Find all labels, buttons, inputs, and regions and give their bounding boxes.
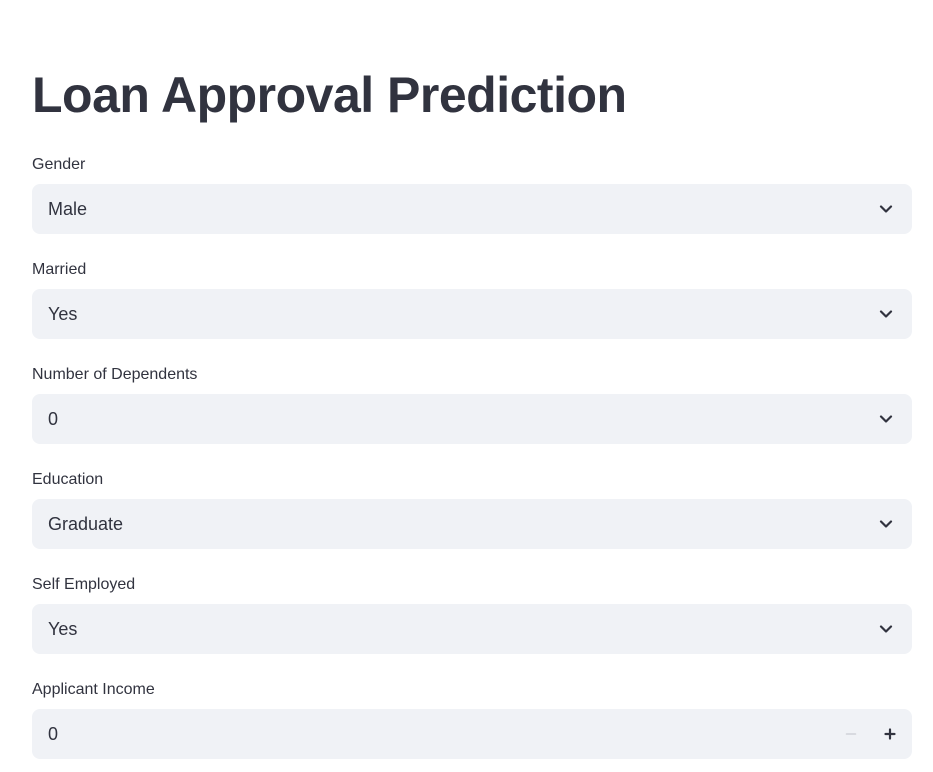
dependents-select[interactable]: 0 — [32, 394, 912, 444]
minus-icon — [845, 733, 857, 735]
married-select[interactable]: Yes — [32, 289, 912, 339]
education-label: Education — [32, 471, 104, 488]
plus-icon — [884, 728, 896, 740]
chevron-down-icon — [876, 619, 896, 639]
applicant-income-field: Applicant Income 0 — [32, 680, 912, 759]
married-selected-value: Yes — [48, 304, 78, 324]
gender-label: Gender — [32, 156, 86, 173]
gender-field: Gender Male — [32, 155, 912, 234]
chevron-down-icon — [876, 514, 896, 534]
applicant-income-value[interactable]: 0 — [48, 724, 59, 744]
education-field: Education Graduate — [32, 470, 912, 549]
gender-selected-value: Male — [48, 199, 88, 219]
dependents-selected-value: 0 — [48, 409, 59, 429]
increment-button[interactable] — [875, 719, 905, 749]
dependents-label: Number of Dependents — [32, 366, 198, 383]
married-label: Married — [32, 261, 87, 278]
chevron-down-icon — [876, 409, 896, 429]
education-select[interactable]: Graduate — [32, 499, 912, 549]
self-employed-field: Self Employed Yes — [32, 575, 912, 654]
self-employed-select[interactable]: Yes — [32, 604, 912, 654]
page-title: Loan Approval Prediction — [32, 67, 627, 123]
decrement-button[interactable] — [836, 719, 866, 749]
self-employed-label: Self Employed — [32, 576, 136, 593]
applicant-income-number-input[interactable]: 0 — [32, 709, 912, 759]
chevron-down-icon — [876, 199, 896, 219]
chevron-down-icon — [876, 304, 896, 324]
married-field: Married Yes — [32, 260, 912, 339]
education-selected-value: Graduate — [48, 514, 124, 534]
gender-select[interactable]: Male — [32, 184, 912, 234]
applicant-income-label: Applicant Income — [32, 681, 155, 698]
self-employed-selected-value: Yes — [48, 619, 78, 639]
dependents-field: Number of Dependents 0 — [32, 365, 912, 444]
